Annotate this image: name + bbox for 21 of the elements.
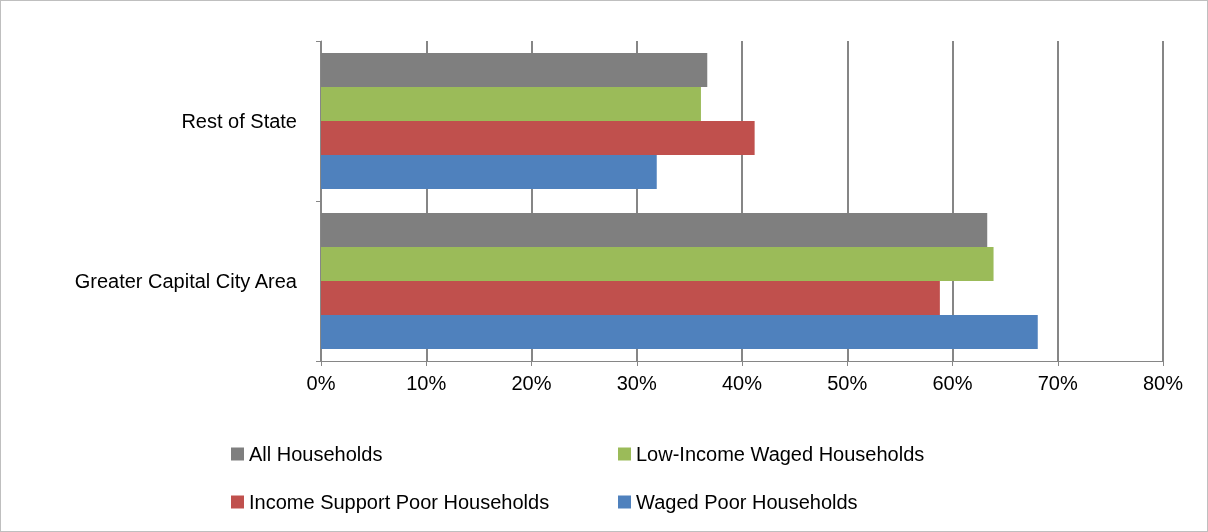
bar [321, 281, 940, 315]
y-tick-label: Rest of State [181, 110, 297, 132]
x-tick-label: 20% [511, 372, 552, 394]
bar [321, 155, 657, 189]
y-tick-label: Greater Capital City Area [74, 270, 298, 292]
x-tick-label: 10% [406, 372, 447, 394]
x-tick-label: 30% [616, 372, 657, 394]
legend-label: Low-Income Waged Households [636, 443, 925, 465]
x-tick-label: 40% [721, 372, 763, 394]
bar [321, 121, 755, 155]
x-tick-label: 0% [306, 372, 336, 394]
bar [321, 315, 1038, 349]
x-tick-label: 50% [827, 372, 868, 394]
x-tick-label: 60% [932, 372, 973, 394]
legend-label: Income Support Poor Households [249, 491, 550, 513]
bar [321, 247, 994, 281]
legend-label: All Households [249, 443, 383, 465]
legend-label: Waged Poor Households [636, 491, 858, 513]
x-tick-label: 70% [1037, 372, 1078, 394]
bar [321, 87, 701, 121]
x-tick-label: 80% [1142, 372, 1184, 394]
